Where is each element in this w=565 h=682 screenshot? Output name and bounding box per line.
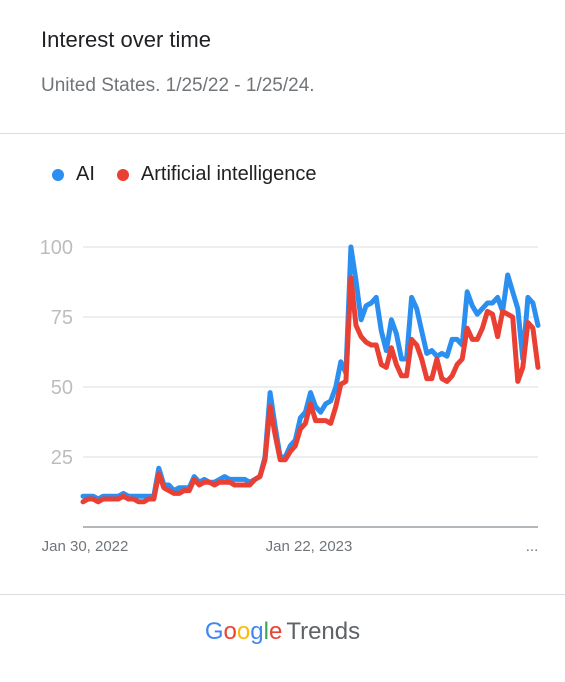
header-divider (0, 133, 565, 134)
x-tick-label-0: Jan 30, 2022 (42, 538, 129, 555)
chart-subtitle: United States. 1/25/22 - 1/25/24. (41, 75, 315, 96)
line-chart[interactable]: 100 75 50 25 Jan 30, 2022 Jan 22, 2023... (0, 220, 565, 560)
logo-letter-g: g (250, 618, 264, 645)
logo-letter-G: G (204, 618, 224, 645)
logo-trends-text: Trends (286, 618, 361, 645)
logo-letter-o2: o (236, 618, 251, 645)
legend-label-artificial-intelligence: Artificial intelligence (140, 163, 317, 185)
legend-label-ai: AI (76, 163, 95, 185)
y-tick-label-75: 75 (51, 307, 73, 329)
legend-item-ai[interactable]: AI (52, 163, 95, 186)
google-trends-logo: Google Trends (0, 618, 565, 646)
legend-item-artificial-intelligence[interactable]: Artificial intelligence (116, 163, 317, 186)
series-line-ai (80, 244, 541, 502)
y-tick-label-100: 100 (40, 237, 73, 259)
chart-legend: AI Artificial intelligence (52, 163, 339, 186)
y-tick-label-25: 25 (51, 447, 73, 469)
logo-letter-e: e (268, 618, 283, 645)
legend-dot-artificial-intelligence (116, 168, 129, 181)
series-line-artificial-intelligence (80, 275, 541, 505)
logo-letter-l: l (263, 618, 269, 645)
chart-title: Interest over time (41, 27, 211, 52)
logo-letter-o1: o (223, 618, 237, 645)
y-tick-label-50: 50 (51, 377, 73, 399)
legend-dot-ai (52, 168, 64, 181)
x-tick-label-1: Jan 22, 2023 (266, 538, 353, 555)
x-tick-label-2: ... (526, 538, 539, 555)
footer-divider (0, 594, 565, 595)
